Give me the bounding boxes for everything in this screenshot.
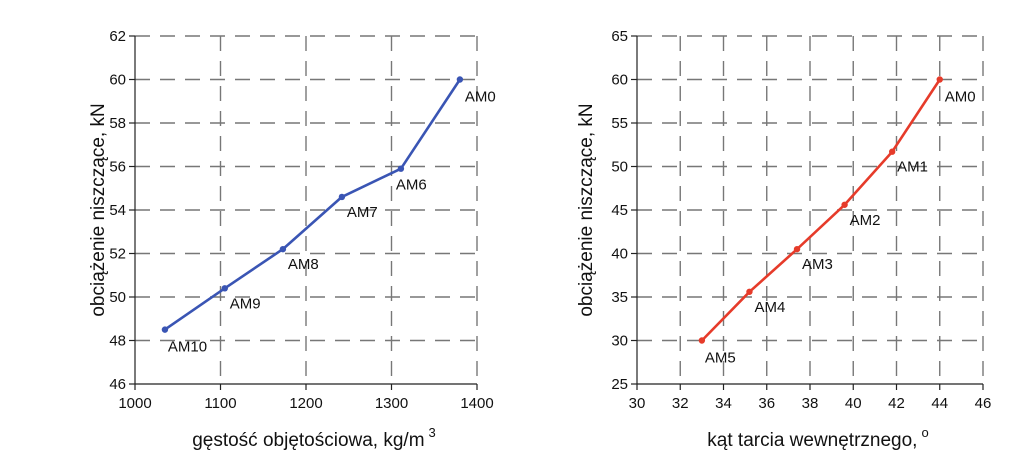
y-tick-label: 60 (109, 72, 126, 89)
data-point-label: AM6 (396, 177, 427, 194)
data-point-label: AM0 (945, 89, 976, 106)
x-axis-label: gęstość objętościowa, kg/m 3 (192, 425, 436, 451)
x-tick-label: 44 (931, 395, 948, 412)
data-point (698, 337, 706, 344)
x-tick-label: 1000 (118, 395, 151, 412)
data-point-label: AM0 (465, 89, 496, 106)
x-tick-label: 1200 (289, 395, 322, 412)
y-tick-label: 60 (611, 72, 628, 89)
data-point (793, 245, 801, 253)
x-tick-label: 1100 (204, 395, 236, 412)
x-tick-label: 38 (802, 395, 819, 412)
y-tick-label: 52 (109, 246, 126, 263)
chart-panel-1: 46 48 50 52 54 56 58 60 62 1000 1100 1200 1300 1400 ob… (88, 28, 496, 451)
data-point (456, 76, 464, 83)
x-tick-label: 36 (758, 395, 775, 412)
y-tick-label: 35 (611, 289, 628, 306)
series-line (164, 78, 461, 331)
series-line (700, 78, 941, 342)
data-point-label: AM9 (230, 295, 261, 312)
data-point (338, 193, 346, 201)
x-tick-label: 34 (715, 395, 732, 412)
y-tick-label: 58 (109, 115, 126, 132)
y-tick-label: 50 (109, 289, 126, 306)
x-tick-label: 40 (845, 395, 862, 412)
data-point-label: AM5 (705, 350, 736, 367)
data-point-label: AM10 (168, 339, 207, 356)
y-tick-label: 45 (611, 202, 628, 219)
data-point (888, 148, 896, 155)
y-axis-label: obciążenie niszczące, kN (88, 103, 109, 316)
y-tick-label: 25 (611, 376, 628, 393)
data-point (841, 201, 848, 208)
x-axis-label: kąt tarcia wewnętrznego, o (707, 425, 928, 451)
data-point-label: AM7 (347, 204, 378, 221)
y-tick-label: 48 (109, 333, 126, 350)
y-tick-label: 30 (611, 333, 628, 350)
y-tick-label: 56 (109, 159, 126, 176)
data-point (161, 326, 169, 333)
y-axis-label: obciążenie niszczące, kN (576, 103, 597, 316)
y-tick-label: 62 (109, 28, 126, 45)
data-point (936, 76, 943, 83)
y-tick-label: 50 (611, 159, 628, 176)
data-point (279, 245, 287, 253)
x-tick-label: 42 (888, 395, 905, 412)
y-tick-label: 46 (109, 376, 126, 393)
data-point (746, 288, 753, 295)
x-tick-label: 32 (672, 395, 689, 412)
data-point-label: AM2 (850, 212, 881, 229)
data-point-label: AM4 (754, 299, 785, 316)
x-tick-label: 1400 (460, 395, 493, 412)
y-tick-label: 54 (109, 202, 126, 219)
data-point-label: AM3 (802, 256, 833, 273)
y-tick-label: 65 (611, 28, 628, 45)
x-tick-label: 46 (975, 395, 992, 412)
y-tick-label: 55 (611, 115, 628, 132)
data-point-label: AM1 (897, 159, 928, 176)
x-tick-label: 1300 (375, 395, 408, 412)
x-tick-label: 30 (629, 395, 646, 412)
data-point (397, 165, 405, 172)
y-tick-label: 40 (611, 246, 628, 263)
data-point-label: AM8 (288, 256, 319, 273)
data-point (221, 285, 228, 292)
